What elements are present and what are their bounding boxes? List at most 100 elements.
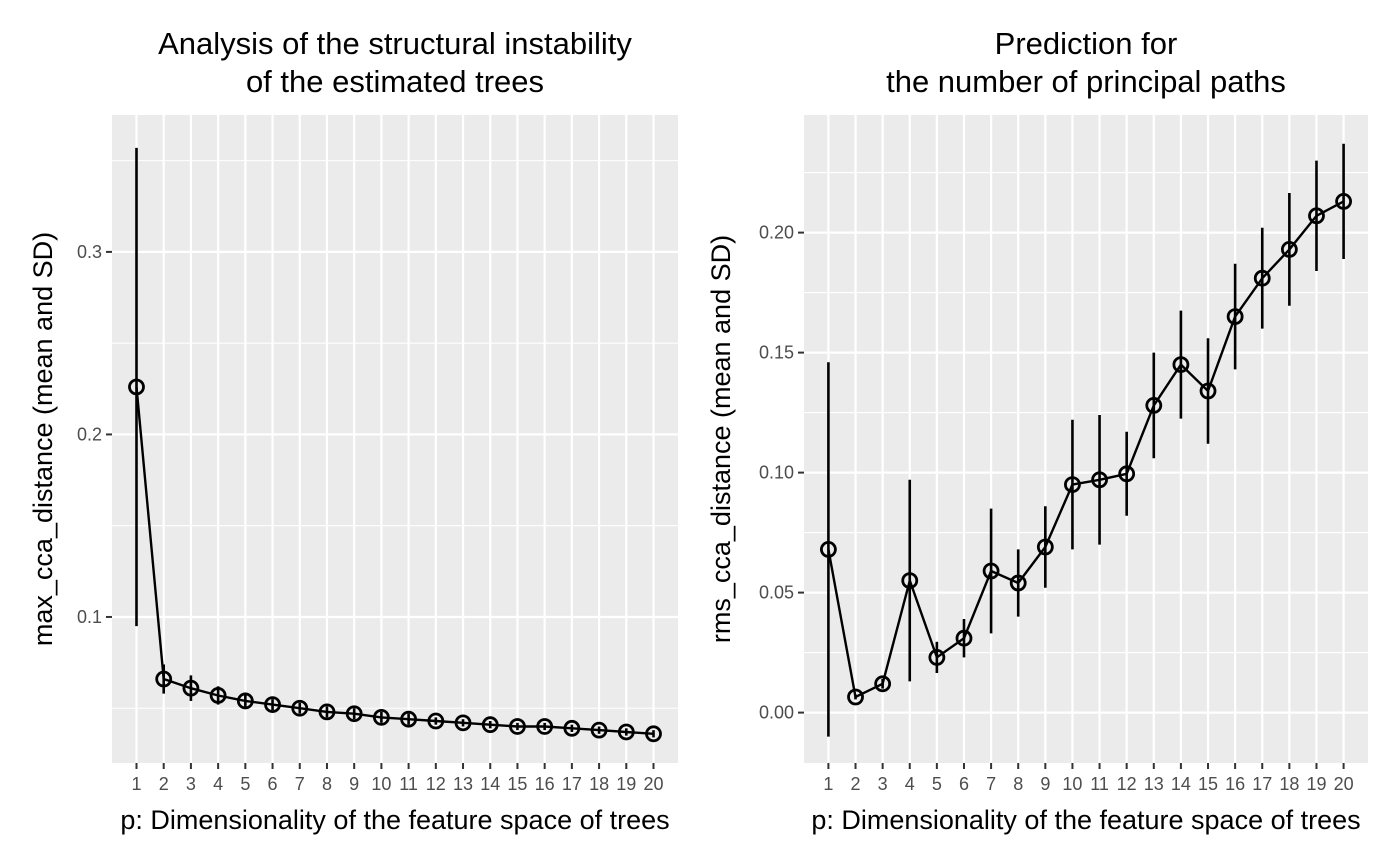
left-mean-point [372,708,390,726]
left-mean-point [264,696,281,713]
left-mean-point [563,719,581,737]
left-mean-point [236,692,254,710]
left-x-tick-label: 20 [643,774,663,794]
right-mean-point [1172,356,1190,374]
right-x-tick-label: 20 [1334,774,1354,794]
right-mean-point [1036,538,1054,556]
left-x-tick-label: 11 [399,774,418,794]
left-y-axis-title: max_cca_distance (mean and SD) [28,232,58,646]
left-x-tick-label: 6 [268,774,278,794]
right-x-tick-label: 18 [1279,774,1299,794]
right-x-axis-title: p: Dimensionality of the feature space o… [811,805,1360,835]
right-mean-point [1091,471,1108,489]
right-y-tick-label: 0.15 [759,343,794,363]
left-mean-line [135,386,654,735]
right-x-tick-label: 19 [1306,774,1326,794]
left-y-tick-label: 0.2 [77,424,102,444]
right-axes: 0.000.050.100.150.201 2 3 4 5 6 7 8 9 10 11 12 13 14 1… [759,223,1354,794]
left-y-tick-label: 0.1 [77,607,102,627]
left-plot-panel [112,115,678,763]
left-x-tick-label: 15 [507,774,527,794]
right-x-tick-label: 12 [1117,774,1137,794]
left-x-tick-label: 2 [159,774,169,794]
left-x-tick-label: 19 [616,774,636,794]
left-x-tick-label: 18 [589,774,609,794]
left-mean-point [291,699,309,717]
right-y-tick-label: 0.20 [759,223,794,243]
left-x-tick-label: 9 [349,774,359,794]
right-x-tick-label: 4 [905,774,915,794]
right-mean-point [982,562,1000,580]
right-mean-point [1009,574,1027,592]
left-chart: Analysis of the structural instability o… [28,26,678,835]
right-chart-title-line-2: the number of principal paths [886,64,1286,99]
left-mean-point [345,705,363,723]
right-y-tick-label: 0.05 [759,583,794,603]
right-mean-point [820,541,837,558]
left-chart-title-line-2: of the estimated trees [246,64,544,99]
left-x-tick-label: 17 [562,774,582,794]
left-x-tick-label: 7 [295,774,305,794]
left-grid [112,115,678,763]
right-mean-point [955,629,973,647]
left-x-tick-label: 16 [535,774,555,794]
right-mean-point [1064,476,1081,494]
right-x-tick-label: 8 [1013,774,1023,794]
left-x-tick-label: 14 [480,774,500,794]
left-mean-point [590,721,608,739]
right-mean-point [847,688,864,706]
left-mean-point [454,714,472,732]
right-x-tick-label: 10 [1062,774,1082,794]
right-x-tick-label: 15 [1198,774,1218,794]
right-mean-point [1335,192,1352,210]
left-mean-point [128,378,145,396]
right-mean-point [1308,207,1325,225]
left-mean-point [209,687,227,704]
left-x-tick-label: 3 [186,774,196,794]
left-x-tick-label: 8 [322,774,332,794]
right-plot-panel [804,115,1368,763]
right-x-tick-label: 6 [959,774,969,794]
right-data [820,143,1352,737]
right-x-tick-label: 7 [986,774,996,794]
left-x-tick-label: 12 [426,774,446,794]
right-y-tick-label: 0.00 [759,703,794,723]
right-x-tick-label: 16 [1225,774,1245,794]
left-mean-point [155,670,173,688]
right-x-tick-label: 14 [1171,774,1191,794]
left-mean-point [481,716,499,734]
left-mean-point [182,679,200,697]
left-x-axis-title: p: Dimensionality of the feature space o… [120,805,669,835]
right-x-tick-label: 11 [1090,774,1109,794]
left-mean-point [427,712,445,730]
right-x-tick-label: 2 [851,774,861,794]
left-x-tick-label: 5 [240,774,250,794]
left-data [128,147,662,743]
left-x-tick-label: 13 [453,774,473,794]
right-chart-title-line-1: Prediction for [995,26,1178,61]
right-mean-point [1226,308,1244,326]
left-y-tick-label: 0.3 [77,242,102,262]
right-mean-point [1145,396,1163,414]
left-mean-point [400,710,418,728]
left-x-tick-label: 4 [213,774,223,794]
right-x-tick-label: 13 [1144,774,1164,794]
right-x-tick-label: 17 [1252,774,1272,794]
right-mean-point [1118,465,1136,483]
right-mean-point [1199,382,1217,400]
right-mean-point [1253,269,1271,287]
right-x-tick-label: 3 [878,774,888,794]
left-mean-point [617,723,635,741]
right-x-tick-label: 9 [1040,774,1050,794]
right-y-tick-label: 0.10 [759,463,794,483]
left-mean-point [318,703,336,721]
left-mean-point [536,718,554,735]
left-mean-point [645,725,662,743]
right-mean-point [928,649,946,666]
left-axes: 0.10.20.31 2 3 4 5 6 7 8 9 10 11 12 13 14 15 16 17 18 19 20 [77,242,664,794]
right-x-tick-label: 5 [932,774,942,794]
right-mean-point [874,675,892,693]
left-mean-point [509,718,526,735]
right-mean-point [1280,240,1298,258]
